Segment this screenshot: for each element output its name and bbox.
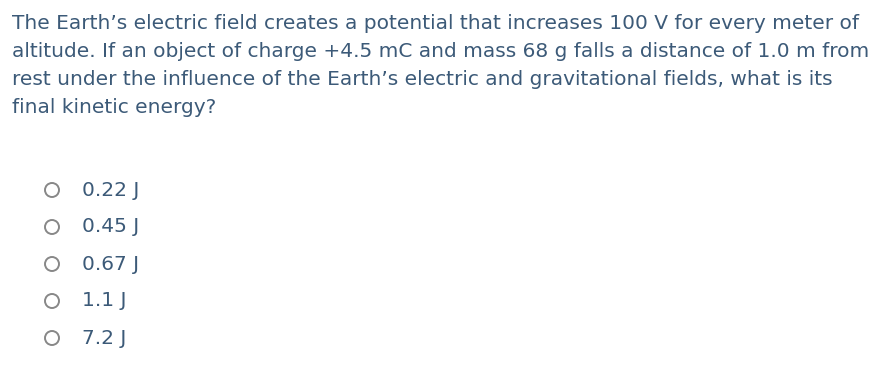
- Text: altitude. If an object of charge +4.5 mC and mass 68 g falls a distance of 1.0 m: altitude. If an object of charge +4.5 mC…: [12, 42, 869, 61]
- Text: 1.1 J: 1.1 J: [82, 291, 127, 310]
- Text: 0.67 J: 0.67 J: [82, 255, 139, 274]
- Text: 0.22 J: 0.22 J: [82, 180, 139, 200]
- Text: The Earth’s electric field creates a potential that increases 100 V for every me: The Earth’s electric field creates a pot…: [12, 14, 859, 33]
- Text: final kinetic energy?: final kinetic energy?: [12, 98, 216, 117]
- Text: rest under the influence of the Earth’s electric and gravitational fields, what : rest under the influence of the Earth’s …: [12, 70, 833, 89]
- Text: 0.45 J: 0.45 J: [82, 217, 139, 236]
- Text: 7.2 J: 7.2 J: [82, 329, 127, 348]
